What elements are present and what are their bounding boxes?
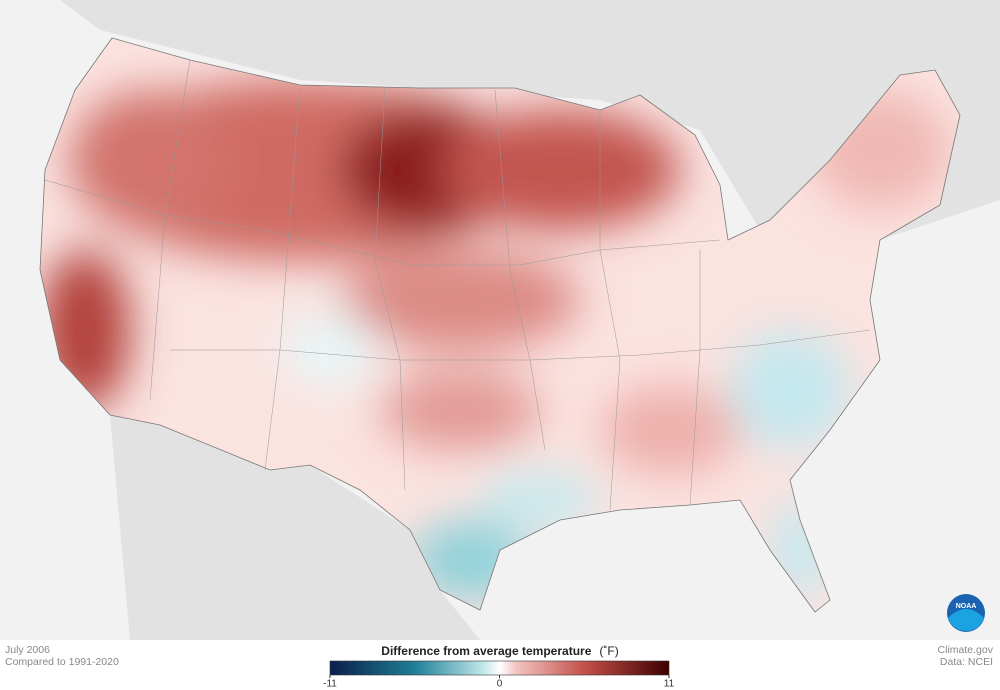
legend-title-text: Difference from average temperature xyxy=(381,644,591,658)
baseline-label: Compared to 1991-2020 xyxy=(5,656,119,668)
source: Data: NCEI xyxy=(940,656,993,668)
mexico xyxy=(110,415,480,640)
logo-wave xyxy=(948,609,984,631)
state-lines xyxy=(44,59,871,511)
canada xyxy=(0,0,1000,240)
colorbar-tick-label: 0 xyxy=(497,679,503,690)
credit: Climate.gov xyxy=(938,644,994,656)
legend-unit: (˚F) xyxy=(599,644,618,658)
logo-text: NOAA xyxy=(956,603,977,610)
colorbar-tick-label: 11 xyxy=(664,679,675,690)
legend-title: Difference from average temperature (˚F) xyxy=(381,644,618,658)
colorbar-tick-label: -11 xyxy=(323,679,337,690)
date-label: July 2006 xyxy=(5,644,50,656)
colorbar xyxy=(329,660,670,676)
